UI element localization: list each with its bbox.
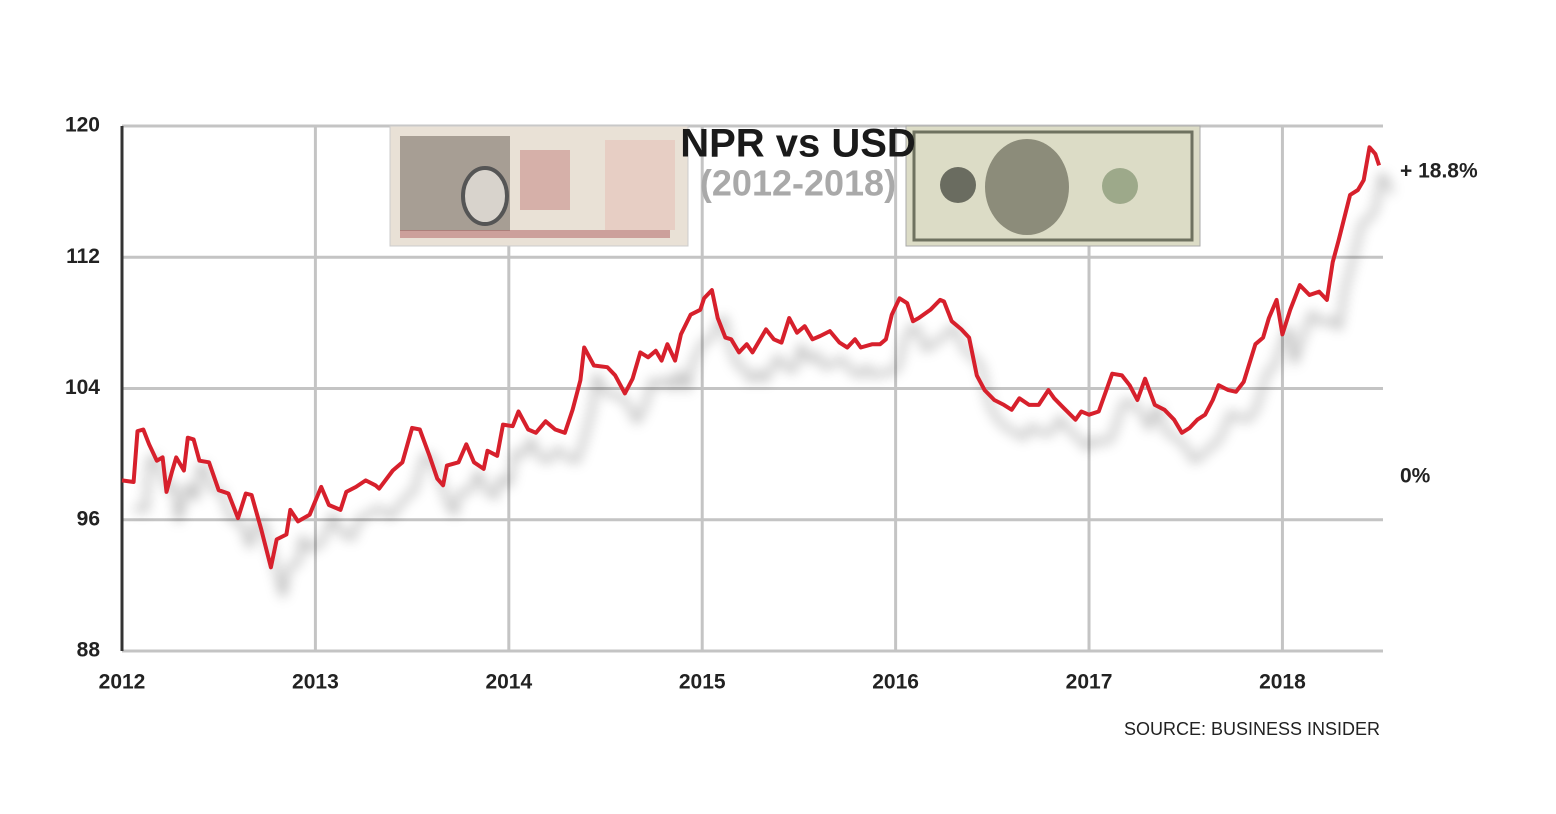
x-tick-label: 2016: [872, 671, 919, 694]
y-tick-label: 88: [77, 639, 101, 662]
chart-subtitle: (2012-2018): [700, 163, 896, 204]
annotation: + 18.8%: [1400, 160, 1478, 183]
data-line: [121, 145, 1381, 570]
x-tick-label: 2013: [292, 671, 339, 694]
y-tick-label: 120: [65, 114, 100, 137]
y-tick-label: 104: [65, 376, 100, 399]
chart-title: NPR vs USD: [680, 122, 916, 166]
y-tick-label: 112: [66, 245, 100, 268]
x-tick-label: 2017: [1066, 671, 1113, 694]
x-tick-label: 2018: [1259, 671, 1306, 694]
annotation: 0%: [1400, 465, 1431, 488]
x-tick-label: 2012: [99, 671, 146, 694]
grid: 88 96 104 112 120 2012 2013 2014 2015 2016 2017 201…: [65, 114, 1478, 694]
y-tick-label: 96: [77, 507, 100, 530]
usd-banknote: [905, 125, 1201, 247]
npr-banknote: [389, 125, 689, 247]
x-tick-label: 2014: [485, 671, 532, 694]
x-tick-label: 2015: [679, 671, 726, 694]
source-note: SOURCE: BUSINESS INSIDER: [1124, 719, 1380, 739]
